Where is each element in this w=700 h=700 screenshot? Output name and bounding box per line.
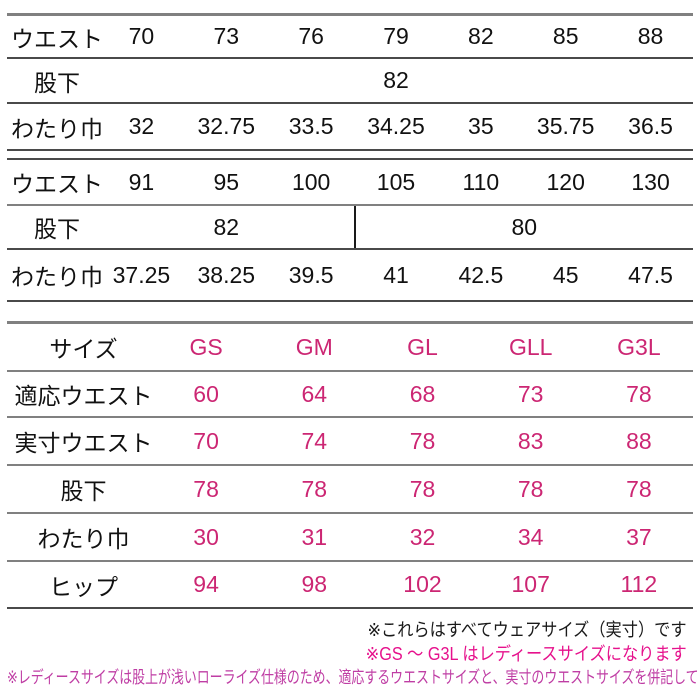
waist-value: 120 — [546, 168, 585, 195]
fit-waist-value: 60 — [193, 380, 219, 407]
table-row: ウエスト 91 95 100 105 110 120 130 — [7, 160, 693, 206]
thigh-value: 36.5 — [628, 113, 673, 139]
row-label-waist: ウエスト — [11, 171, 103, 197]
thigh-value: 35 — [468, 113, 494, 139]
thigh-value: 38.25 — [197, 261, 256, 288]
actual-waist-value: 88 — [626, 427, 652, 454]
row-label-thigh: わたり巾 — [11, 115, 103, 142]
table-row: 股下 78 78 78 78 78 — [7, 466, 693, 514]
size-table-ladies: サイズ GS GM GL GLL G3L 適応ウエスト 60 64 68 73 … — [7, 321, 693, 609]
waist-value: 105 — [376, 168, 416, 195]
row-label-fit-waist: 適応ウエスト — [14, 383, 153, 409]
footnote-text: ※GS ～ G3L はレディースサイズになります — [365, 644, 687, 664]
table-gap — [7, 302, 693, 321]
inseam-value-span: 82 — [383, 67, 409, 93]
inseam-value: 78 — [517, 475, 544, 502]
table-row: わたり巾 30 31 32 34 37 — [7, 514, 693, 562]
hip-value: 102 — [403, 571, 442, 597]
size-name: GM — [295, 333, 333, 360]
waist-value: 70 — [128, 23, 155, 49]
hip-value: 98 — [301, 571, 328, 597]
footnotes: ※これらはすべてウェアサイズ（実寸）です ※GS ～ G3L はレディースサイズ… — [7, 618, 700, 690]
waist-value: 91 — [128, 168, 155, 195]
thigh-value: 39.5 — [288, 261, 334, 288]
footnote-low-rise: ※レディースサイズは股上が浅いローライズ仕様のため、適応するウエストサイズと、実… — [7, 666, 700, 690]
waist-value: 100 — [291, 168, 331, 195]
size-name: GL — [407, 333, 438, 360]
footnote-ladies-sizes: ※GS ～ G3L はレディースサイズになります — [7, 642, 693, 666]
actual-waist-value: 78 — [409, 427, 436, 454]
thigh-value: 33.5 — [288, 113, 334, 139]
waist-value: 110 — [462, 168, 500, 195]
waist-value: 85 — [552, 23, 579, 49]
thigh-value: 32 — [128, 113, 155, 139]
thigh-value: 30 — [193, 523, 219, 550]
fit-waist-value: 73 — [517, 380, 544, 407]
row-label-inseam: 股下 — [34, 69, 80, 96]
footnote-wear-size: ※これらはすべてウェアサイズ（実寸）です — [7, 618, 693, 642]
table-gap — [7, 151, 693, 158]
size-name: GS — [189, 333, 223, 360]
table-row: わたり巾 37.25 38.25 39.5 41 42.5 45 47.5 — [7, 250, 693, 302]
thigh-value: 35.75 — [536, 113, 595, 139]
fit-waist-value: 78 — [626, 380, 652, 407]
thigh-value: 34 — [517, 523, 544, 550]
thigh-value: 31 — [301, 523, 328, 550]
thigh-value: 32 — [409, 523, 436, 550]
table-row: 股下 82 — [7, 59, 693, 104]
inseam-value-left-span: 82 — [213, 213, 240, 240]
waist-value: 76 — [298, 23, 324, 49]
actual-waist-value: 70 — [193, 427, 219, 454]
row-label-actual-waist: 実寸ウエスト — [14, 430, 153, 456]
inseam-value-right-span: 80 — [353, 206, 693, 248]
table-row: 適応ウエスト 60 64 68 73 78 — [7, 372, 693, 418]
inseam-value: 78 — [409, 475, 436, 502]
footnote-text: ※レディースサイズは股上が浅いローライズ仕様のため、適応するウエストサイズと、実… — [7, 668, 700, 687]
row-label-thigh: わたり巾 — [37, 526, 130, 552]
footnote-text: ※これらはすべてウェアサイズ（実寸）です — [367, 620, 687, 640]
thigh-value: 41 — [383, 261, 409, 288]
hip-value: 112 — [620, 571, 658, 597]
actual-waist-value: 83 — [517, 427, 544, 454]
row-label-waist: ウエスト — [11, 25, 103, 52]
hip-value: 107 — [511, 571, 550, 597]
row-label-inseam: 股下 — [60, 478, 107, 504]
table-row: わたり巾 32 32.75 33.5 34.25 35 35.75 36.5 — [7, 104, 693, 151]
waist-value: 95 — [213, 168, 240, 195]
thigh-value: 34.25 — [367, 113, 425, 139]
waist-value: 88 — [637, 23, 664, 49]
row-label-thigh: わたり巾 — [11, 264, 103, 290]
size-name: G3L — [617, 333, 661, 360]
table-row: 股下 82 80 — [7, 206, 693, 250]
thigh-value: 45 — [552, 261, 579, 288]
inseam-value: 78 — [301, 475, 328, 502]
waist-value: 73 — [213, 23, 240, 49]
row-label-inseam: 股下 — [34, 216, 80, 242]
fit-waist-value: 64 — [301, 380, 328, 407]
thigh-value: 37 — [626, 523, 652, 550]
actual-waist-value: 74 — [301, 427, 328, 454]
row-label-size: サイズ — [49, 336, 118, 362]
table-row: ウエスト 70 73 76 79 82 85 88 — [7, 16, 693, 59]
waist-value: 79 — [383, 23, 409, 49]
thigh-value: 42.5 — [458, 261, 504, 288]
size-table-upper: ウエスト 70 73 76 79 82 85 88 股下 82 わたり巾 32 … — [7, 13, 693, 151]
thigh-value: 47.5 — [628, 261, 673, 288]
waist-value: 82 — [468, 23, 494, 49]
size-table-middle: ウエスト 91 95 100 105 110 120 130 股下 82 80 … — [7, 158, 693, 302]
inseam-value: 78 — [626, 475, 652, 502]
fit-waist-value: 68 — [409, 380, 436, 407]
row-label-hip: ヒップ — [49, 573, 118, 600]
table-row: ヒップ 94 98 102 107 112 — [7, 562, 693, 609]
table-row: 実寸ウエスト 70 74 78 83 88 — [7, 418, 693, 466]
table-row: サイズ GS GM GL GLL G3L — [7, 324, 693, 372]
inseam-value: 78 — [193, 475, 219, 502]
thigh-value: 32.75 — [197, 113, 256, 139]
hip-value: 94 — [193, 571, 219, 597]
thigh-value: 37.25 — [112, 261, 171, 288]
waist-value: 130 — [631, 168, 670, 195]
size-name: GLL — [508, 333, 553, 360]
